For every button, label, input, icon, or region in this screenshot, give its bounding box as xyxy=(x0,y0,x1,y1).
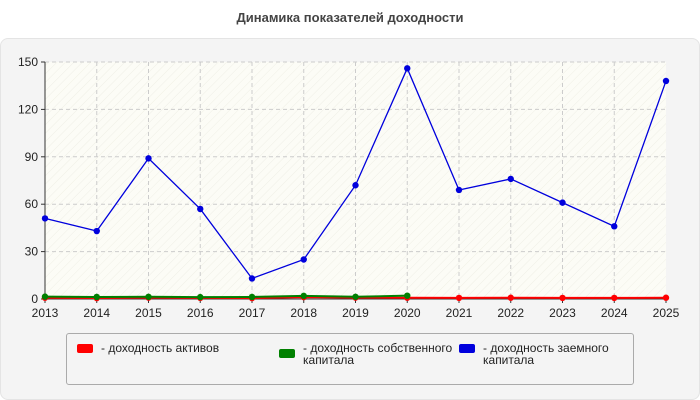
data-point xyxy=(41,215,49,222)
data-point xyxy=(352,182,359,189)
data-point xyxy=(197,205,204,213)
series-1 xyxy=(41,292,411,301)
data-point xyxy=(455,186,463,194)
y-tick-label: 150 xyxy=(18,55,38,69)
data-point xyxy=(662,294,670,301)
data-point xyxy=(507,294,514,301)
series-line xyxy=(44,294,408,299)
data-point xyxy=(248,275,256,282)
x-tick-label: 2019 xyxy=(342,306,369,320)
data-point xyxy=(197,293,204,301)
legend-swatch-equity xyxy=(279,349,295,358)
data-point xyxy=(41,293,49,300)
data-point xyxy=(455,294,463,302)
legend-swatch-borrowed xyxy=(459,344,475,353)
x-tick-label: 2018 xyxy=(290,306,317,320)
data-point xyxy=(300,256,307,263)
legend-label-borrowed: - доходность заемного капитала xyxy=(483,341,609,367)
x-tick-label: 2017 xyxy=(239,306,266,320)
x-tick-label: 2023 xyxy=(549,306,576,320)
y-tick-label: 60 xyxy=(25,197,39,211)
data-point xyxy=(93,227,100,235)
x-tick-label: 2022 xyxy=(497,306,524,320)
data-point xyxy=(300,292,307,300)
series-2 xyxy=(41,65,670,282)
x-tick-label: 2014 xyxy=(83,306,110,320)
data-point xyxy=(662,77,670,85)
y-tick-label: 30 xyxy=(25,245,39,259)
x-tick-label: 2021 xyxy=(446,306,473,320)
x-tick-label: 2013 xyxy=(32,306,59,320)
y-tick-label: 0 xyxy=(31,292,38,306)
legend-label-equity: - доходность собственного капитала xyxy=(303,341,453,367)
legend-swatch-assets xyxy=(77,344,93,353)
data-point xyxy=(559,199,566,206)
legend-label-assets: - доходность активов xyxy=(101,341,220,355)
x-tick-label: 2020 xyxy=(394,306,421,320)
x-tick-label: 2016 xyxy=(187,306,214,320)
data-point xyxy=(404,65,411,72)
data-point xyxy=(352,293,359,300)
data-point xyxy=(145,293,152,300)
legend: - доходность активов - доходность собств… xyxy=(66,333,634,385)
data-point xyxy=(559,294,566,302)
y-tick-label: 120 xyxy=(18,102,38,116)
data-point xyxy=(507,175,514,183)
data-point xyxy=(145,155,152,162)
data-point xyxy=(611,223,618,230)
x-tick-label: 2015 xyxy=(135,306,162,320)
x-tick-label: 2025 xyxy=(653,306,680,320)
data-point xyxy=(248,293,256,301)
x-tick-label: 2024 xyxy=(601,306,628,320)
data-point xyxy=(611,294,618,302)
data-point xyxy=(93,293,100,301)
data-point xyxy=(404,292,411,299)
chart-title: Динамика показателей доходности xyxy=(236,10,464,25)
y-tick-label: 90 xyxy=(25,150,39,164)
